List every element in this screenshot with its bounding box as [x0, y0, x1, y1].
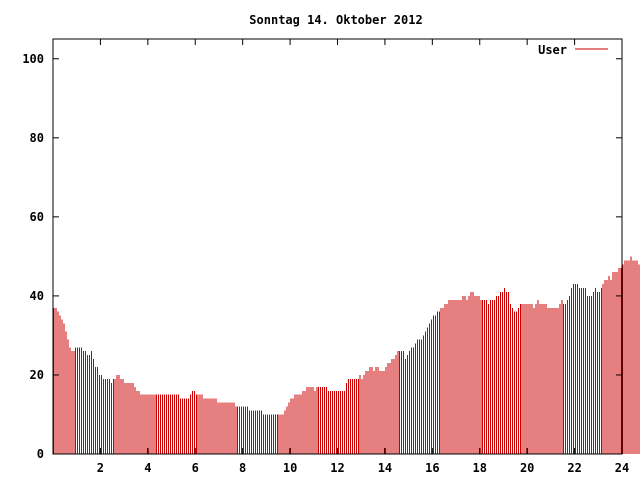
plot-frame — [52, 38, 623, 455]
y-tick-label: 80 — [30, 131, 44, 145]
x-axis: 2 4 6 8 10 12 14 16 18 20 22 24 — [97, 39, 629, 475]
x-tick-label: 22 — [567, 461, 581, 475]
x-tick-label: 4 — [144, 461, 151, 475]
bar-series-user — [53, 256, 640, 454]
y-tick-label: 0 — [37, 447, 44, 461]
x-tick-label: 16 — [425, 461, 439, 475]
x-tick-label: 20 — [520, 461, 534, 475]
x-tick-label: 10 — [283, 461, 297, 475]
x-tick-label: 12 — [330, 461, 344, 475]
x-tick-label: 18 — [473, 461, 487, 475]
legend: User — [538, 43, 608, 57]
x-tick-label: 6 — [192, 461, 199, 475]
x-tick-label: 2 — [97, 461, 104, 475]
x-tick-label: 8 — [239, 461, 246, 475]
y-tick-label: 20 — [30, 368, 44, 382]
y-axis: 0 20 40 60 80 100 — [22, 52, 622, 461]
x-tick-label: 14 — [378, 461, 392, 475]
x-tick-label: 24 — [615, 461, 629, 475]
chart-title: Sonntag 14. Oktober 2012 — [249, 13, 422, 27]
legend-label-user: User — [538, 43, 567, 57]
y-tick-label: 40 — [30, 289, 44, 303]
y-tick-label: 60 — [30, 210, 44, 224]
y-tick-label: 100 — [22, 52, 44, 66]
